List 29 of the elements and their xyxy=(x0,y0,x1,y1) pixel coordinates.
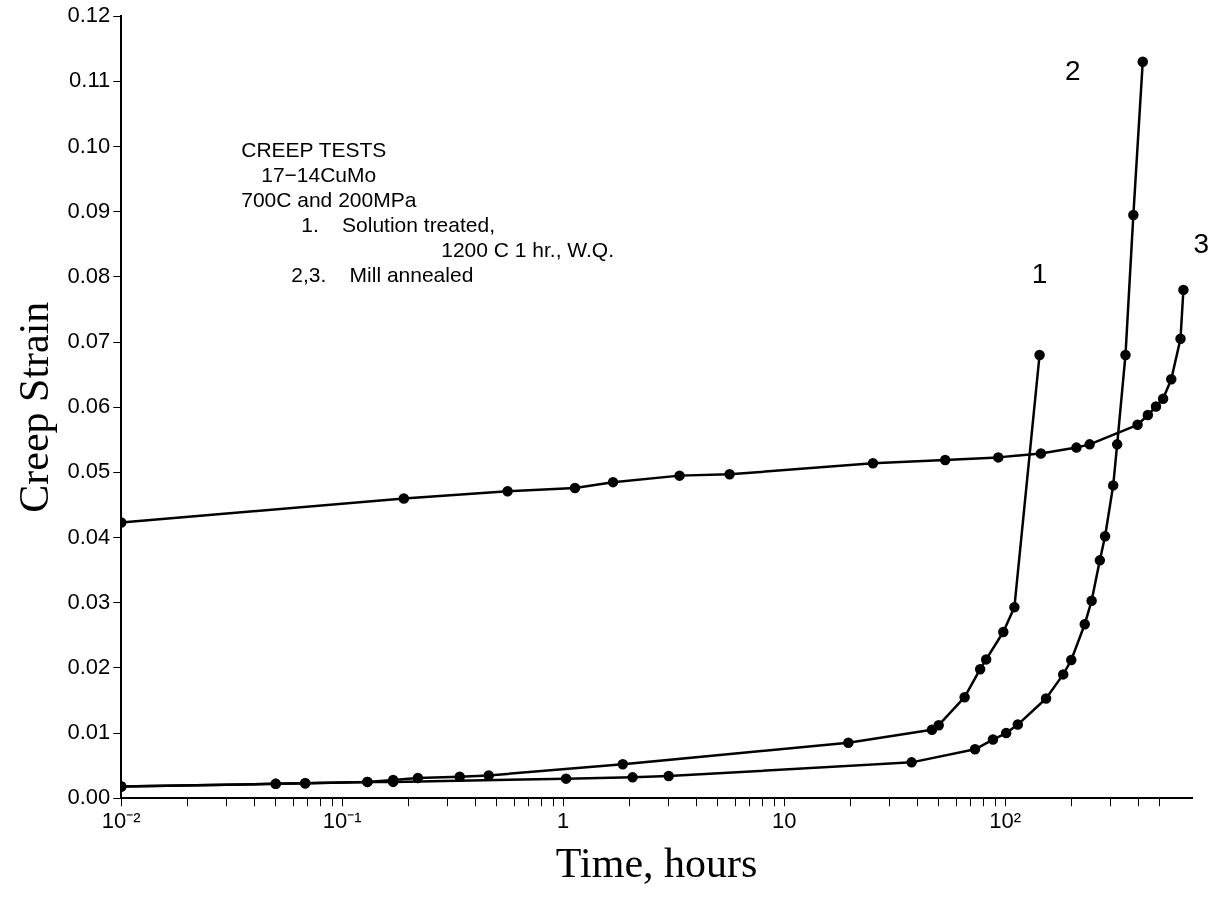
annotation: 2,3. Mill annealed xyxy=(291,263,474,286)
x-tick-label: 10 xyxy=(771,808,797,834)
y-tick-label: 0.10 xyxy=(67,132,111,158)
y-axis-title: Creep Strain xyxy=(11,301,58,513)
y-tick-label: 0.02 xyxy=(67,653,111,679)
y-tick-label: 0.11 xyxy=(69,67,111,93)
x-axis-title: Time, hours xyxy=(555,839,758,886)
x-tick-label: 10² xyxy=(989,808,1022,834)
y-tick-label: 0.04 xyxy=(67,523,111,549)
y-tick-label: 0.01 xyxy=(67,719,111,745)
y-tick-label: 0.09 xyxy=(67,197,111,223)
annotation: 700C and 200MPa xyxy=(241,188,417,211)
y-tick-label: 0.06 xyxy=(67,393,111,419)
annotation: 1200 C 1 hr., W.Q. xyxy=(441,238,614,261)
y-tick-label: 0.08 xyxy=(67,262,111,288)
text: 2 xyxy=(1064,54,1081,86)
text: 1 xyxy=(1031,257,1048,289)
annotation: 1. Solution treated, xyxy=(301,213,496,236)
x-tick-label: 10⁻² xyxy=(101,808,141,834)
series-label: 3 xyxy=(1193,227,1210,259)
annotation: 17−14CuMo xyxy=(261,163,377,186)
x-tick-label: 10⁻¹ xyxy=(322,808,362,834)
y-tick-label: 0.03 xyxy=(67,588,111,614)
x-tick-label: 1 xyxy=(557,808,570,834)
y-tick-label: 0.12 xyxy=(67,2,111,28)
y-tick-label: 0.00 xyxy=(67,784,111,810)
y-tick-label: 0.07 xyxy=(67,328,111,354)
y-tick-label: 0.05 xyxy=(67,458,111,484)
annotation: CREEP TESTS xyxy=(241,138,387,161)
